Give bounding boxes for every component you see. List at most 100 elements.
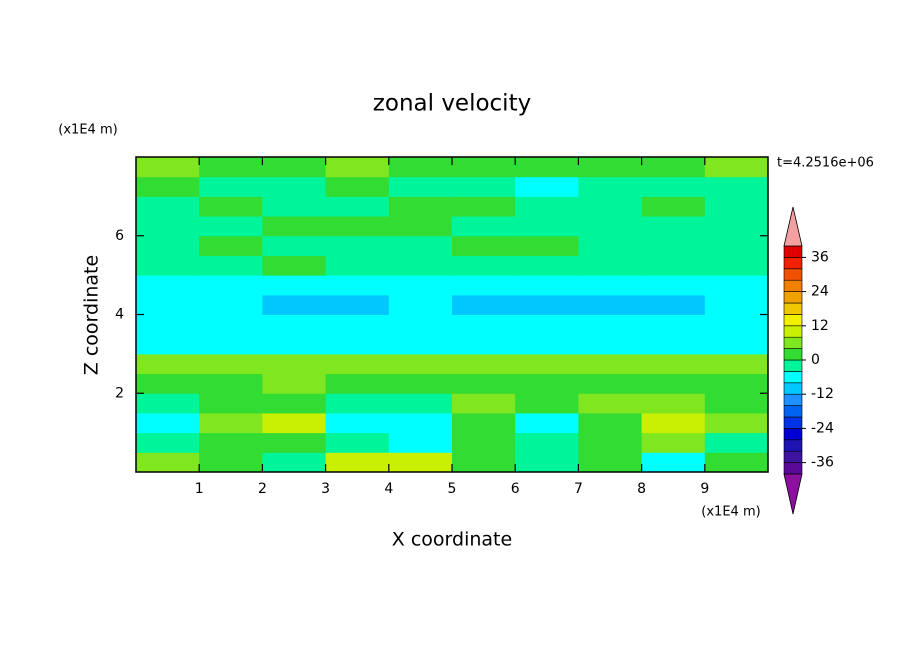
contour-cell — [388, 255, 453, 276]
contour-cell — [704, 275, 769, 296]
contour-cell — [641, 196, 706, 217]
contour-cell — [388, 393, 453, 414]
x-tick-label: 4 — [384, 481, 393, 497]
x-axis-unit: (x1E4 m) — [701, 505, 760, 520]
contour-cell — [199, 353, 263, 375]
contour-cell — [325, 373, 390, 394]
contour-cell — [388, 452, 453, 473]
contour-cell — [388, 334, 453, 355]
contour-cell — [136, 196, 200, 217]
colorbar-segment — [783, 314, 803, 327]
colorbar-tick-label: 0 — [811, 352, 820, 368]
contour-cell — [262, 452, 327, 473]
contour-cell — [641, 294, 706, 315]
colorbar-segment — [783, 291, 803, 304]
colorbar-segment — [783, 405, 803, 418]
contour-cell — [704, 196, 769, 217]
contour-cell — [262, 334, 327, 355]
contour-cell — [388, 353, 453, 375]
contour-cell — [515, 393, 579, 414]
contour-cell — [136, 334, 200, 355]
contour-cell — [325, 157, 390, 178]
x-tick-label: 6 — [511, 481, 520, 497]
contour-cell — [136, 353, 200, 375]
contour-cell — [704, 334, 769, 355]
contour-cell — [136, 452, 200, 473]
contour-cell — [515, 334, 579, 355]
contour-cell — [388, 176, 453, 197]
contour-cell — [578, 432, 643, 453]
contour-cell — [199, 452, 263, 473]
contour-cell — [262, 216, 327, 237]
contour-cell — [136, 432, 200, 453]
contour-cell — [578, 452, 643, 473]
x-axis-label: X coordinate — [392, 529, 512, 551]
contour-cell — [641, 373, 706, 394]
colorbar-under — [783, 473, 803, 515]
contour-cell — [136, 314, 200, 335]
contour-cell — [325, 196, 390, 217]
contour-cell — [452, 176, 516, 197]
x-tick-label: 3 — [321, 481, 330, 497]
colorbar-over — [783, 206, 803, 247]
contour-cell — [388, 216, 453, 237]
contour-cell — [325, 235, 390, 256]
contour-cell — [704, 373, 769, 394]
colorbar-segment — [783, 268, 803, 281]
contour-cell — [199, 294, 263, 315]
contour-cell — [199, 412, 263, 434]
contour-cell — [578, 235, 643, 256]
contour-cell — [388, 412, 453, 434]
x-tick-label: 1 — [195, 481, 204, 497]
contour-cell — [199, 196, 263, 217]
colorbar-segment — [783, 450, 803, 463]
contour-cell — [199, 176, 263, 197]
x-tick-label: 9 — [700, 481, 709, 497]
contour-cell — [704, 235, 769, 256]
y-tick-label: 6 — [115, 228, 124, 244]
colorbar-tick-label: -24 — [811, 420, 834, 436]
contour-cell — [452, 412, 516, 434]
contour-cell — [704, 255, 769, 276]
contour-cell — [641, 314, 706, 335]
contour-cell — [136, 176, 200, 197]
colorbar-segment — [783, 302, 803, 315]
contour-cell — [199, 432, 263, 453]
contour-cell — [325, 314, 390, 335]
y-tick-label: 2 — [115, 385, 124, 401]
contour-cell — [199, 314, 263, 335]
contour-cell — [199, 334, 263, 355]
contour-cell — [199, 216, 263, 237]
contour-cell — [452, 334, 516, 355]
contour-cell — [262, 393, 327, 414]
contour-cell — [515, 255, 579, 276]
contour-cell — [578, 255, 643, 276]
contour-cell — [515, 196, 579, 217]
contour-cell — [262, 275, 327, 296]
contour-cell — [325, 216, 390, 237]
contour-cell — [641, 255, 706, 276]
contour-cell — [262, 353, 327, 375]
contour-cell — [136, 373, 200, 394]
contour-cell — [136, 412, 200, 434]
contour-cell — [325, 255, 390, 276]
y-axis-label: Z coordinate — [81, 255, 103, 375]
contour-cell — [641, 393, 706, 414]
contour-cell — [325, 353, 390, 375]
contour-cell — [515, 432, 579, 453]
contour-cell — [452, 432, 516, 453]
colorbar-segment — [783, 393, 803, 406]
contour-cell — [325, 334, 390, 355]
contour-cell — [199, 373, 263, 394]
colorbar-segment — [783, 325, 803, 338]
colorbar-segment — [783, 348, 803, 361]
contour-cell — [262, 157, 327, 178]
contour-cell — [704, 294, 769, 315]
contour-cell — [578, 216, 643, 237]
contour-cell — [578, 412, 643, 434]
x-tick-label: 8 — [637, 481, 646, 497]
contour-cell — [262, 412, 327, 434]
contour-cell — [388, 235, 453, 256]
contour-cell — [136, 157, 200, 178]
contour-cell — [325, 432, 390, 453]
